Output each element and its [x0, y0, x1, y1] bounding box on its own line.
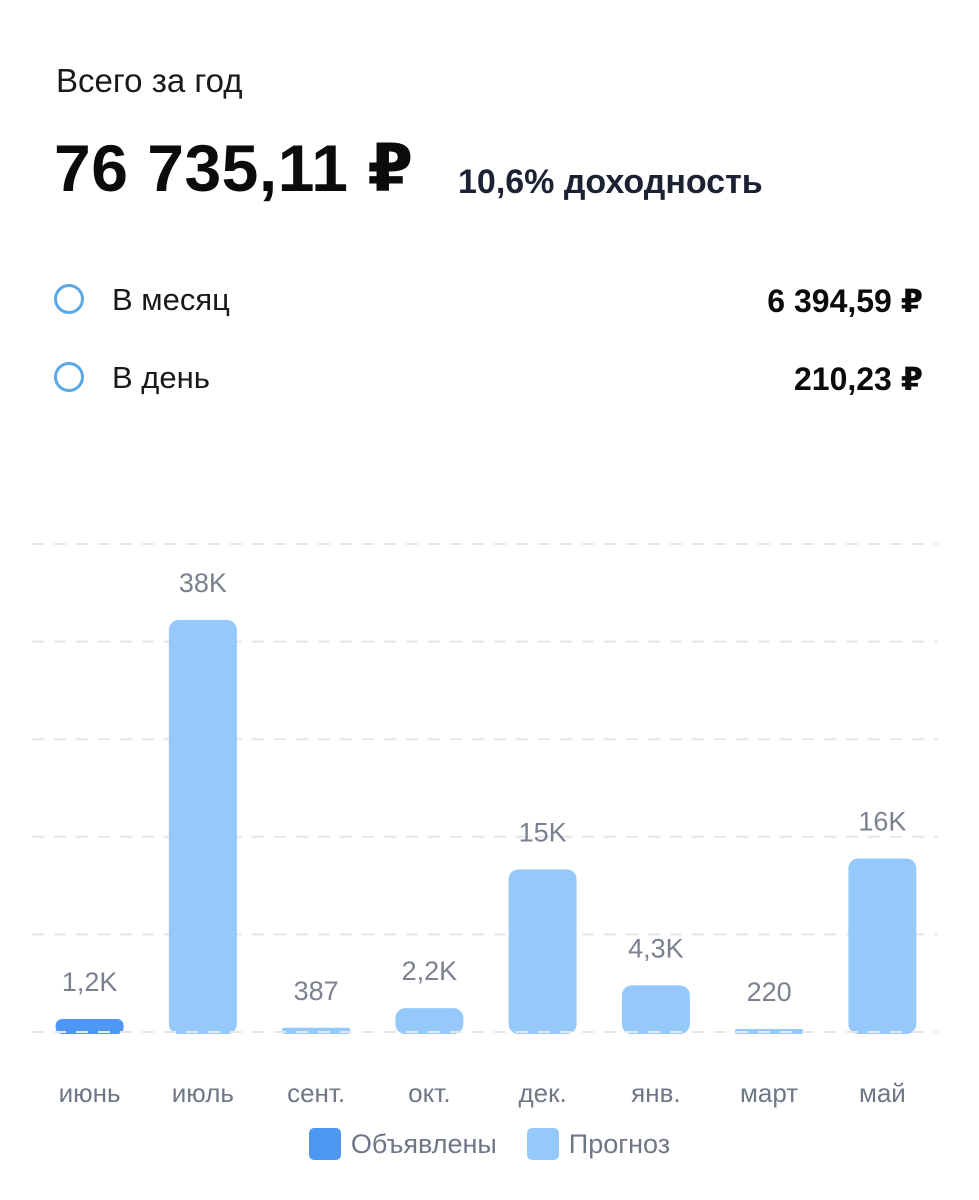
bar-value-label-3: 2,2K	[402, 956, 458, 986]
bar-value-label-1: 38K	[179, 568, 227, 598]
per-day-label: В день	[112, 360, 210, 395]
bar-value-label-7: 16K	[858, 806, 906, 836]
legend-label-declared: Объявлены	[350, 1128, 497, 1159]
bar-value-label-0: 1,2K	[62, 967, 118, 997]
x-tick-label-5: янв.	[631, 1078, 680, 1108]
per-month-row[interactable]: В месяц 6 394,59 ₽	[54, 280, 923, 324]
bar-2[interactable]	[282, 1027, 351, 1034]
legend-swatch-forecast	[526, 1128, 559, 1160]
per-day-value: 210,23 ₽	[793, 361, 923, 397]
legend-item-forecast[interactable]: Прогноз	[526, 1124, 671, 1164]
bar-value-label-4: 15K	[519, 817, 567, 847]
bar-0[interactable]	[55, 1018, 124, 1034]
bar-7[interactable]	[848, 858, 917, 1034]
legend-item-declared[interactable]: Объявлены	[308, 1124, 497, 1164]
x-tick-label-7: май	[859, 1078, 906, 1108]
bar-3[interactable]	[395, 1008, 464, 1034]
bar-5[interactable]	[621, 985, 690, 1034]
per-day-row[interactable]: В день 210,23 ₽	[54, 358, 923, 402]
yield-label: 10,6% доходность	[458, 163, 763, 201]
x-tick-label-3: окт.	[408, 1078, 450, 1108]
x-tick-label-1: июль	[172, 1078, 234, 1108]
bar-value-label-5: 4,3K	[628, 933, 684, 963]
chart-legend: Объявлены Прогноз	[0, 1124, 979, 1164]
bar-1[interactable]	[168, 619, 237, 1034]
x-tick-label-4: дек.	[519, 1078, 567, 1108]
x-tick-label-6: март	[740, 1078, 798, 1108]
x-tick-label-2: сент.	[287, 1078, 345, 1108]
legend-label-forecast: Прогноз	[568, 1128, 671, 1159]
per-day-radio[interactable]	[54, 362, 84, 392]
bar-value-label-6: 220	[747, 977, 792, 1007]
dividends-bar-chart: 1,2K июнь 38K июль 387 сент. 2,2K окт. 15K дек. 4,…	[32, 543, 938, 1108]
grid-lines	[32, 543, 938, 1033]
bar-value-label-2: 387	[294, 976, 339, 1006]
per-month-radio[interactable]	[54, 284, 84, 314]
per-month-value: 6 394,59 ₽	[767, 283, 923, 319]
legend-swatch-declared	[308, 1128, 341, 1160]
x-tick-label-0: июнь	[59, 1078, 121, 1108]
bar-4[interactable]	[508, 869, 577, 1034]
per-month-label: В месяц	[112, 282, 230, 317]
total-amount: 76 735,11 ₽	[54, 131, 414, 205]
summary-caption: Всего за год	[56, 62, 243, 99]
